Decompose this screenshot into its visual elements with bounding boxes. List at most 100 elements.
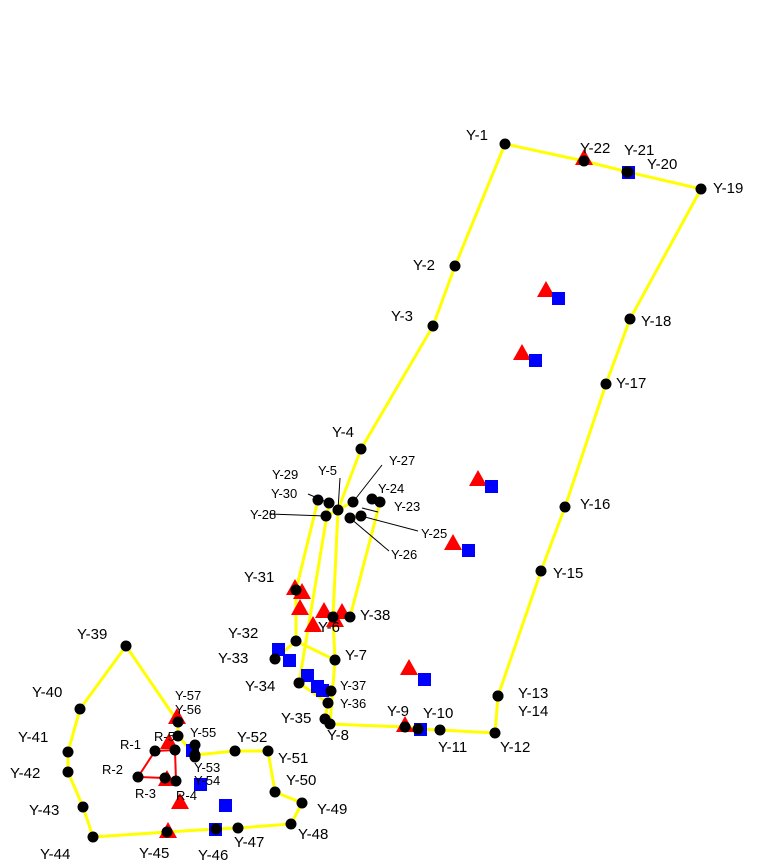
station-point-y-36 xyxy=(322,697,334,709)
label-y-35: Y-35 xyxy=(281,710,311,727)
label-y-47: Y-47 xyxy=(234,834,264,851)
station-point-y-52 xyxy=(229,745,241,757)
label-y-13: Y-13 xyxy=(518,685,548,702)
station-point-y-56 xyxy=(172,730,184,742)
station-point-y-12 xyxy=(489,727,501,739)
station-point-y-40 xyxy=(74,703,86,715)
station-point-y-55 xyxy=(189,739,201,751)
station-point-y-39 xyxy=(120,640,132,652)
label-y-43: Y-43 xyxy=(29,802,59,819)
label-r-2: R-2 xyxy=(102,762,123,777)
label-y-46: Y-46 xyxy=(198,847,228,864)
station-point-y-29 xyxy=(312,494,324,506)
label-r-4: R-4 xyxy=(176,788,197,803)
label-y-49: Y-49 xyxy=(317,801,347,818)
station-point-y-10 xyxy=(434,724,446,736)
station-point-y-50 xyxy=(269,786,281,798)
label-y-1: Y-1 xyxy=(466,127,488,144)
station-point-y-11 xyxy=(412,723,424,735)
leader-line xyxy=(360,515,419,532)
red-triangle-marker xyxy=(469,470,487,486)
station-point-y-47 xyxy=(232,822,244,834)
station-point-y-19 xyxy=(695,183,707,195)
label-y-9: Y-9 xyxy=(387,703,409,720)
label-y-29: Y-29 xyxy=(272,467,298,482)
label-y-12: Y-12 xyxy=(500,739,530,756)
label-y-33: Y-33 xyxy=(218,650,248,667)
red-triangle-marker xyxy=(444,534,462,550)
label-y-50: Y-50 xyxy=(286,772,316,789)
station-point-y-35 xyxy=(319,713,331,725)
label-y-11: Y-11 xyxy=(438,739,467,756)
station-point-y-46 xyxy=(210,823,222,835)
station-point-r-4 xyxy=(170,775,182,787)
label-y-30: Y-30 xyxy=(271,486,297,501)
label-y-34: Y-34 xyxy=(245,678,275,695)
triangle-markers xyxy=(158,149,593,838)
station-point-y-54 xyxy=(189,751,201,763)
label-y-41: Y-41 xyxy=(18,729,48,746)
label-y-21: Y-21 xyxy=(624,142,654,159)
red-triangle-marker xyxy=(291,599,309,615)
label-y-7: Y-7 xyxy=(345,647,367,664)
label-y-20: Y-20 xyxy=(647,156,677,173)
station-labels: Y-1 Y-2 Y-3 Y-4 Y-5 Y-6 Y-7 Y-8 Y-9 Y-10 Y-11 Y-12 Y… xyxy=(10,127,743,864)
label-y-16: Y-16 xyxy=(580,496,610,513)
red-triangle-marker xyxy=(171,793,189,809)
blue-square-marker xyxy=(219,799,232,812)
label-y-3: Y-3 xyxy=(391,308,413,325)
station-point-y-16 xyxy=(559,501,571,513)
station-points xyxy=(62,138,707,843)
label-y-48: Y-48 xyxy=(298,826,328,843)
label-y-40: Y-40 xyxy=(32,684,62,701)
station-point-y-1 xyxy=(499,138,511,150)
red-triangle-marker xyxy=(537,281,555,297)
outline-segment xyxy=(297,502,331,684)
station-point-y-37 xyxy=(325,685,337,697)
label-y-6: Y-6 xyxy=(318,619,340,636)
label-y-27: Y-27 xyxy=(389,453,415,468)
blue-square-marker xyxy=(552,292,565,305)
label-y-25: Y-25 xyxy=(421,526,447,541)
label-y-18: Y-18 xyxy=(641,313,671,330)
station-point-y-7 xyxy=(329,654,341,666)
label-y-31: Y-31 xyxy=(244,569,274,586)
station-point-y-30 xyxy=(323,497,335,509)
label-y-2: Y-2 xyxy=(413,257,435,274)
blue-square-marker xyxy=(301,669,314,682)
label-y-55: Y-55 xyxy=(190,725,216,740)
leader-line xyxy=(268,513,327,517)
blue-square-marker xyxy=(283,654,296,667)
label-y-22: Y-22 xyxy=(580,140,610,157)
leader-line xyxy=(349,517,390,552)
station-point-y-42 xyxy=(62,766,74,778)
station-point-y-15 xyxy=(535,565,547,577)
blue-square-marker xyxy=(194,778,207,791)
label-y-45: Y-45 xyxy=(139,845,169,862)
station-point-y-26 xyxy=(344,512,356,524)
station-point-y-21 xyxy=(621,166,633,178)
station-point-y-32 xyxy=(290,635,302,647)
label-y-8: Y-8 xyxy=(327,727,349,744)
station-point-y-28 xyxy=(320,510,332,522)
leader-line xyxy=(361,507,379,513)
label-y-37: Y-37 xyxy=(340,678,366,693)
label-y-4: Y-4 xyxy=(332,424,354,441)
label-y-42: Y-42 xyxy=(10,765,40,782)
station-point-y-57 xyxy=(172,716,184,728)
label-y-52: Y-52 xyxy=(237,729,267,746)
station-point-y-31 xyxy=(290,584,302,596)
station-point-y-41 xyxy=(62,746,74,758)
station-point-r-2 xyxy=(132,771,144,783)
label-y-57: Y-57 xyxy=(175,688,201,703)
station-point-y-18 xyxy=(624,313,636,325)
station-point-y-17 xyxy=(600,378,612,390)
label-y-5: Y-5 xyxy=(318,463,337,478)
outline-segment xyxy=(295,639,336,662)
label-y-24: Y-24 xyxy=(378,481,404,496)
label-y-39: Y-39 xyxy=(77,626,107,643)
station-point-y-4 xyxy=(355,443,367,455)
label-r-1: R-1 xyxy=(120,737,141,752)
label-y-38: Y-38 xyxy=(360,607,390,624)
